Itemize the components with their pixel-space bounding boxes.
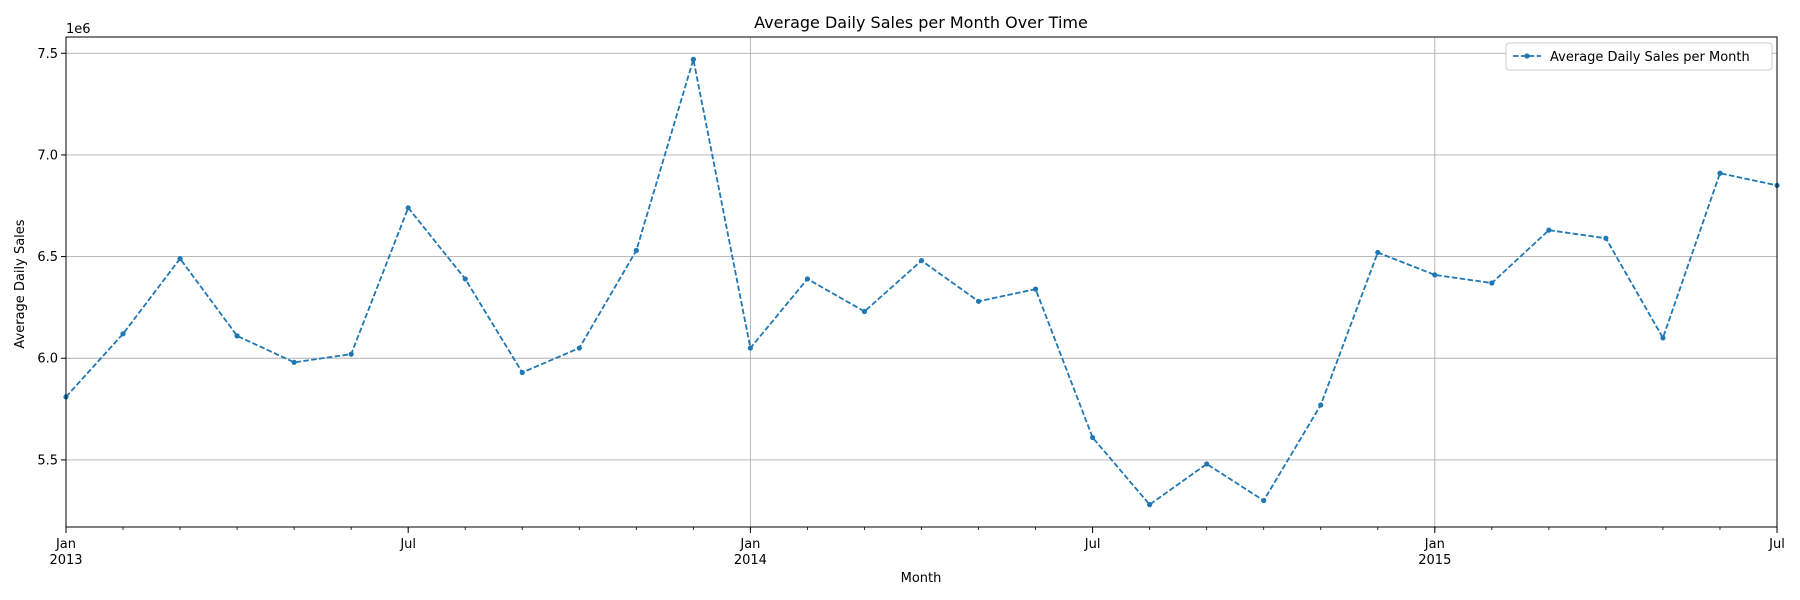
data-point xyxy=(1204,461,1210,467)
series-layer xyxy=(63,56,1780,508)
data-point xyxy=(1432,272,1438,278)
data-point xyxy=(462,276,468,282)
plot-frame xyxy=(65,36,1778,528)
data-point xyxy=(1489,280,1495,286)
data-point xyxy=(348,351,354,357)
data-point xyxy=(1603,235,1609,241)
data-point xyxy=(975,298,982,304)
legend-marker-swatch xyxy=(1524,53,1530,59)
x-tick-label: Jul xyxy=(1768,537,1785,552)
data-point xyxy=(1261,497,1267,504)
data-point xyxy=(804,276,811,282)
data-point xyxy=(1090,434,1096,441)
data-point xyxy=(918,258,925,264)
legend-box xyxy=(1505,42,1773,71)
y-tick-label: 7.0 xyxy=(37,148,58,163)
data-point xyxy=(1375,249,1381,256)
data-point xyxy=(1318,402,1324,408)
x-tick-label: Jul xyxy=(399,537,416,552)
x-tick-year-label: 2014 xyxy=(734,553,767,568)
data-point xyxy=(405,205,411,211)
series-line xyxy=(65,59,1778,506)
data-point xyxy=(747,345,754,351)
y-tick-label: 7.5 xyxy=(37,47,58,62)
grid xyxy=(65,37,1777,527)
chart-title: Average Daily Sales per Month Over Time xyxy=(754,13,1088,32)
data-point xyxy=(177,256,183,262)
x-tick-label: Jan xyxy=(739,537,760,552)
data-point xyxy=(1546,227,1552,233)
data-point xyxy=(861,308,868,315)
data-point xyxy=(234,333,240,339)
x-tick-label: Jan xyxy=(1424,537,1445,552)
legend: Average Daily Sales per Month xyxy=(1505,42,1773,71)
y-tick-label: 6.5 xyxy=(37,250,58,265)
y-axis-label: Average Daily Sales xyxy=(13,219,28,348)
data-point xyxy=(1032,286,1039,292)
x-axis-label: Month xyxy=(901,571,942,586)
x-tick-label: Jan xyxy=(55,537,76,552)
data-point xyxy=(291,359,297,365)
data-point xyxy=(519,369,525,376)
x-tick-year-label: 2013 xyxy=(49,553,82,568)
y-offset-label: 1e6 xyxy=(66,22,91,37)
plot-area-border xyxy=(65,36,1778,528)
data-point xyxy=(690,56,696,62)
x-tick-year-label: 2015 xyxy=(1418,553,1451,568)
data-point xyxy=(1147,502,1153,508)
data-point xyxy=(1717,170,1723,176)
data-point xyxy=(576,345,582,351)
legend-entry-label: Average Daily Sales per Month xyxy=(1550,50,1750,65)
y-tick-label: 5.5 xyxy=(37,453,58,468)
data-point xyxy=(1660,335,1666,341)
y-tick-label: 6.0 xyxy=(37,352,58,367)
data-point xyxy=(120,331,126,337)
x-tick-label: Jul xyxy=(1084,537,1101,552)
data-point xyxy=(633,247,639,254)
